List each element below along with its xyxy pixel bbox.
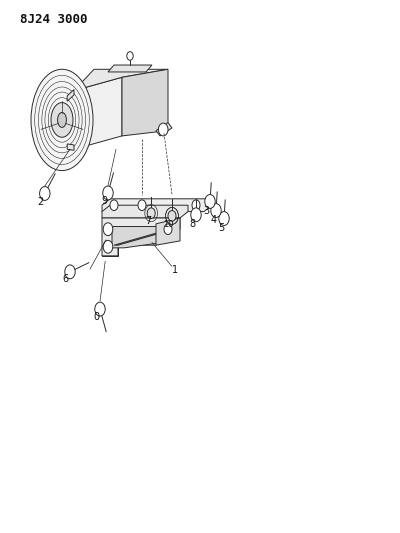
Text: 6: 6: [62, 274, 69, 284]
Text: 1: 1: [172, 265, 178, 274]
Polygon shape: [102, 205, 188, 218]
Ellipse shape: [31, 69, 93, 171]
Polygon shape: [67, 144, 74, 150]
Polygon shape: [102, 218, 180, 256]
Text: 8J24 3000: 8J24 3000: [20, 13, 88, 26]
Polygon shape: [156, 123, 172, 136]
Circle shape: [40, 187, 50, 200]
Polygon shape: [74, 69, 168, 91]
Circle shape: [103, 240, 113, 253]
Circle shape: [65, 265, 75, 279]
Circle shape: [192, 200, 200, 211]
Circle shape: [138, 200, 146, 211]
Text: 4: 4: [210, 215, 216, 224]
Circle shape: [127, 52, 133, 60]
Text: 0: 0: [93, 312, 99, 321]
Circle shape: [103, 223, 113, 236]
Polygon shape: [122, 69, 168, 136]
Text: 8: 8: [190, 219, 196, 229]
Polygon shape: [102, 218, 118, 256]
Circle shape: [95, 302, 105, 316]
Text: 10: 10: [163, 221, 174, 229]
Circle shape: [205, 195, 215, 208]
Text: 5: 5: [218, 223, 224, 232]
Polygon shape: [156, 218, 180, 245]
Ellipse shape: [58, 112, 66, 127]
Text: 2: 2: [38, 197, 44, 207]
Circle shape: [211, 204, 221, 217]
Circle shape: [103, 186, 113, 200]
Polygon shape: [67, 90, 74, 101]
Text: 9: 9: [102, 197, 108, 206]
Text: 7: 7: [145, 216, 151, 225]
Circle shape: [191, 208, 201, 222]
Polygon shape: [102, 199, 212, 212]
Circle shape: [110, 200, 118, 211]
Polygon shape: [108, 65, 152, 72]
Text: 3: 3: [204, 206, 210, 215]
Circle shape: [219, 212, 229, 225]
Polygon shape: [74, 77, 122, 149]
Circle shape: [164, 224, 172, 235]
Circle shape: [168, 211, 176, 221]
Circle shape: [147, 208, 155, 219]
Circle shape: [158, 123, 168, 136]
Polygon shape: [114, 229, 174, 245]
Polygon shape: [112, 227, 174, 248]
Ellipse shape: [51, 102, 73, 137]
